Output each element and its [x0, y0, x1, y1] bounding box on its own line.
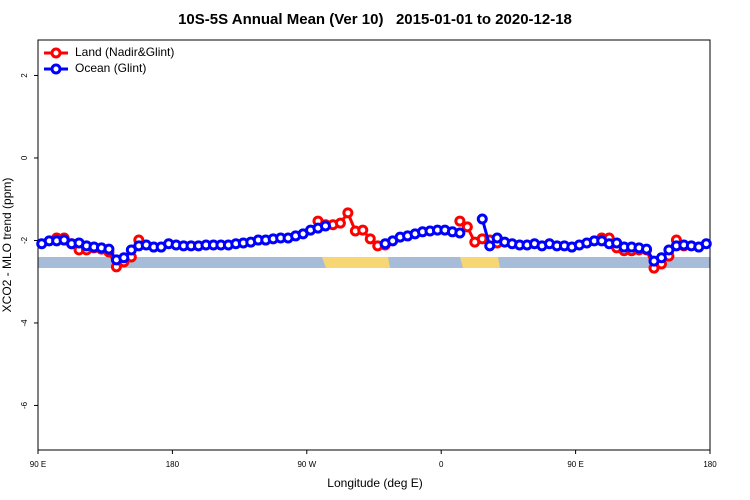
land-strip: [460, 257, 500, 268]
data-point: [641, 243, 653, 255]
data-point: [476, 213, 488, 225]
series: [36, 213, 712, 267]
data-point: [342, 207, 354, 219]
legend-label: Ocean (Glint): [75, 61, 146, 75]
data-point: [655, 252, 667, 264]
y-tick-label: -6: [20, 401, 29, 409]
data-point: [364, 233, 376, 245]
data-point: [334, 217, 346, 229]
legend-label: Land (Nadir&Glint): [75, 45, 174, 59]
x-tick-label: 90 E: [30, 460, 46, 469]
data-point: [454, 227, 466, 239]
land-strip: [322, 257, 390, 268]
chart-title: 10S-5S Annual Mean (Ver 10) 2015-01-01 t…: [178, 11, 572, 28]
y-tick-label: 2: [20, 73, 29, 78]
x-tick-label: 0: [439, 460, 444, 469]
data-point: [461, 221, 473, 233]
data-point: [454, 215, 466, 227]
data-point: [118, 252, 130, 264]
x-axis-label: Longitude (deg E): [327, 476, 422, 490]
x-tick-label: 180: [166, 460, 180, 469]
y-tick-label: 0: [20, 155, 29, 160]
data-point: [319, 220, 331, 232]
y-tick-label: -4: [20, 319, 29, 327]
y-tick-label: -2: [20, 236, 29, 244]
legend-marker: [50, 63, 62, 75]
y-axis-label: XCO2 - MLO trend (ppm): [0, 178, 14, 313]
x-tick-label: 90 E: [567, 460, 583, 469]
map-strip: [38, 257, 710, 268]
x-tick-label: 90 W: [297, 460, 316, 469]
x-tick-label: 180: [703, 460, 717, 469]
data-point: [103, 243, 115, 255]
legend-marker: [50, 47, 62, 59]
data-point: [357, 224, 369, 236]
data-point: [700, 238, 712, 250]
data-point: [484, 240, 496, 252]
